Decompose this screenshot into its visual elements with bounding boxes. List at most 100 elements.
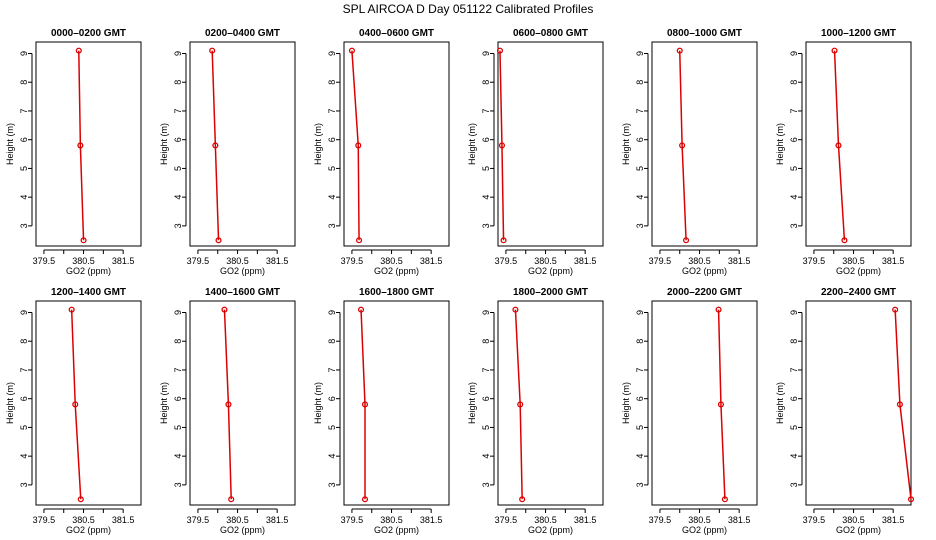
y-tick-label: 3	[635, 223, 645, 228]
data-point	[517, 401, 524, 408]
data-point	[75, 47, 82, 54]
y-tick-label: 5	[19, 166, 29, 171]
y-tick-label: 6	[327, 137, 337, 142]
y-tick-label: 6	[173, 137, 183, 142]
data-point	[77, 142, 84, 149]
plot-frame	[497, 41, 604, 247]
y-tick-label: 8	[789, 339, 799, 344]
panel-title: 0400–0600 GMT	[359, 28, 434, 39]
data-point	[348, 47, 355, 54]
y-tick-label: 5	[327, 166, 337, 171]
profile-line	[717, 309, 726, 500]
data-point	[355, 142, 362, 149]
data-point	[361, 401, 369, 408]
x-tick-label: 380.5	[226, 515, 249, 525]
profile-line	[894, 309, 912, 500]
y-tick-label: 5	[481, 425, 491, 430]
x-axis-label: GO2 (ppm)	[528, 266, 573, 276]
y-tick-label: 7	[635, 108, 645, 113]
x-tick-label: 381.5	[574, 256, 597, 266]
y-tick-label: 3	[19, 482, 29, 487]
plot-frame	[343, 300, 450, 506]
x-tick-label: 379.5	[495, 256, 518, 266]
profile-line	[678, 50, 687, 241]
data-point	[717, 401, 724, 408]
data-point	[835, 142, 842, 149]
x-tick-label: 380.5	[688, 515, 711, 525]
panel-title: 0800–1000 GMT	[667, 28, 742, 39]
x-tick-label: 379.5	[341, 515, 364, 525]
y-tick-label: 3	[481, 482, 491, 487]
y-tick-label: 8	[481, 339, 491, 344]
plot-frame	[805, 300, 912, 506]
y-tick-label: 5	[481, 166, 491, 171]
y-axis-label: Height (m)	[159, 123, 169, 165]
y-tick-label: 8	[19, 80, 29, 85]
y-axis-label: Height (m)	[775, 382, 785, 424]
profile-line	[351, 50, 360, 241]
y-tick-label: 7	[19, 367, 29, 372]
y-tick-label: 8	[481, 80, 491, 85]
y-tick-label: 8	[19, 339, 29, 344]
data-point	[361, 496, 369, 503]
y-tick-label: 8	[327, 339, 337, 344]
y-tick-label: 3	[19, 223, 29, 228]
y-tick-label: 9	[19, 51, 29, 56]
x-tick-label: 380.5	[380, 256, 403, 266]
y-tick-label: 7	[789, 367, 799, 372]
y-axis-label: Height (m)	[775, 123, 785, 165]
y-tick-label: 4	[481, 195, 491, 200]
panel-title: 1200–1400 GMT	[51, 287, 126, 298]
y-tick-label: 5	[173, 166, 183, 171]
y-tick-label: 6	[635, 396, 645, 401]
x-tick-label: 380.5	[226, 256, 249, 266]
x-axis-label: GO2 (ppm)	[374, 525, 419, 535]
profile-line	[360, 309, 366, 500]
y-tick-label: 8	[635, 80, 645, 85]
y-tick-label: 9	[327, 51, 337, 56]
y-tick-label: 4	[19, 454, 29, 459]
x-tick-label: 380.5	[534, 515, 557, 525]
data-point	[519, 496, 526, 503]
x-tick-label: 381.5	[574, 515, 597, 525]
panel-title: 1800–2000 GMT	[513, 287, 588, 298]
data-point	[676, 47, 683, 54]
data-point	[496, 47, 504, 54]
data-point	[356, 237, 363, 244]
y-tick-label: 4	[327, 195, 337, 200]
profile-line	[78, 50, 85, 241]
y-tick-label: 8	[327, 80, 337, 85]
plot-frame	[189, 300, 296, 506]
y-tick-label: 7	[173, 367, 183, 372]
y-tick-label: 9	[327, 310, 337, 315]
x-tick-label: 379.5	[187, 256, 210, 266]
data-point	[831, 47, 838, 54]
x-axis-label: GO2 (ppm)	[66, 525, 111, 535]
plot-frame	[805, 41, 912, 247]
x-tick-label: 380.5	[380, 515, 403, 525]
figure-title: SPL AIRCOA D Day 051122 Calibrated Profi…	[343, 2, 594, 16]
x-tick-label: 381.5	[266, 515, 289, 525]
y-tick-label: 4	[635, 195, 645, 200]
y-tick-label: 6	[173, 396, 183, 401]
y-axis-label: Height (m)	[5, 123, 15, 165]
data-point	[357, 306, 365, 313]
y-tick-label: 5	[635, 425, 645, 430]
x-axis-label: GO2 (ppm)	[220, 525, 265, 535]
y-tick-label: 9	[173, 310, 183, 315]
y-tick-label: 7	[481, 367, 491, 372]
data-point	[212, 142, 219, 149]
x-tick-label: 381.5	[882, 256, 905, 266]
x-tick-label: 379.5	[803, 256, 826, 266]
y-tick-label: 4	[635, 454, 645, 459]
data-point	[215, 237, 222, 244]
panel-title: 1600–1800 GMT	[359, 287, 434, 298]
data-point	[683, 237, 690, 244]
y-tick-label: 3	[327, 482, 337, 487]
